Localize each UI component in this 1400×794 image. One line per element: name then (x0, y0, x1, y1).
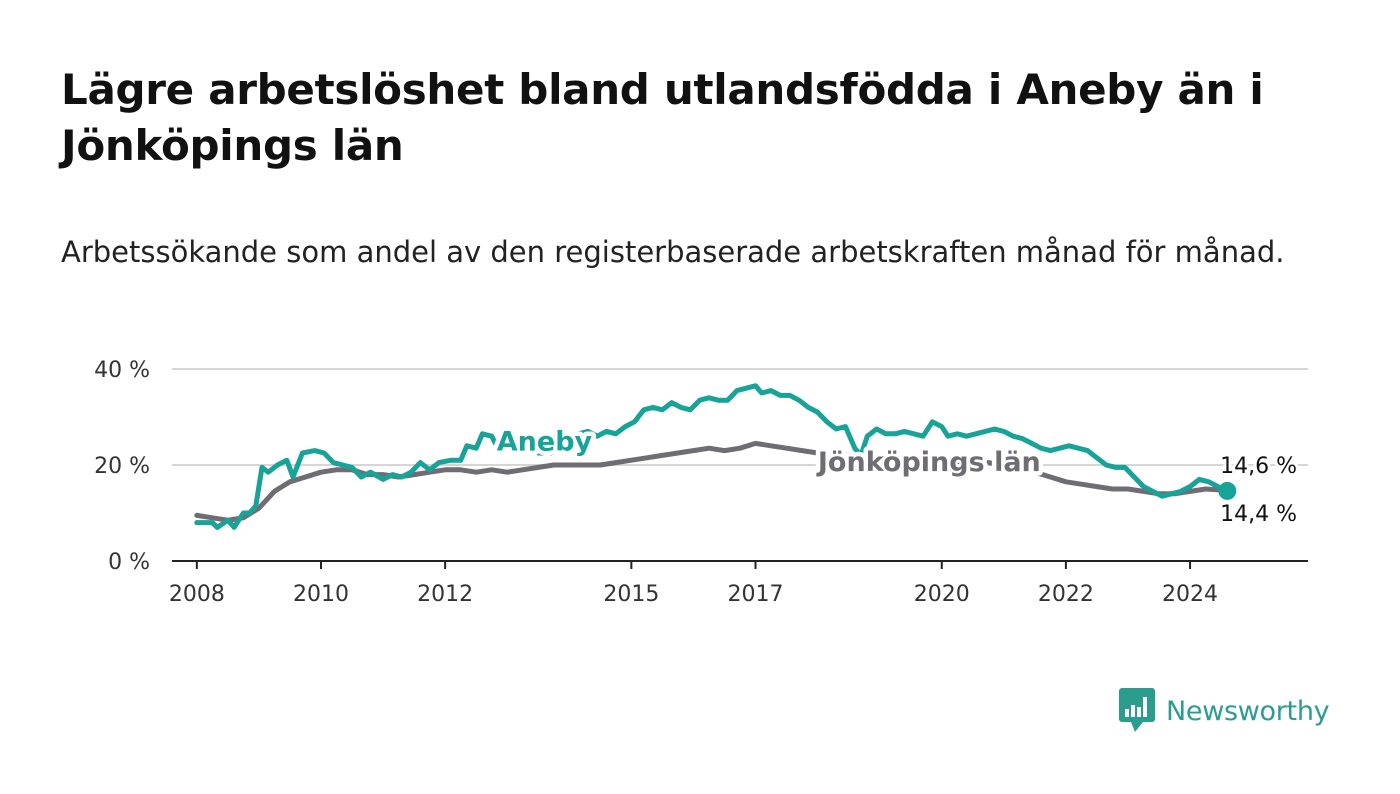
x-tick-label: 2017 (728, 582, 784, 607)
series-label-halo: Jönköpings län (816, 447, 1041, 478)
y-axis-ticks: 0 % 20 % 40 % (94, 358, 150, 575)
series-line-jonkopings-lan (194, 440, 1230, 523)
x-tick-label: 2024 (1162, 582, 1218, 607)
x-tick-label: 2012 (417, 582, 473, 607)
chart-title: Lägre arbetslöshet bland utlandsfödda i … (61, 65, 1264, 170)
series-label-halo: Aneby (497, 427, 593, 458)
brand-name: Newsworthy (1166, 695, 1330, 727)
x-tick-label: 2020 (914, 582, 970, 607)
x-axis-ticks: 2008 2010 2012 2015 2017 2020 2022 2024 (169, 560, 1308, 607)
end-label-halo: 14,4 % (1220, 502, 1297, 527)
x-tick-label: 2015 (603, 582, 659, 607)
x-tick-label: 2008 (169, 582, 225, 607)
series-label-aneby: Aneby (497, 427, 593, 458)
end-label-jonkopings-lan: 14,4 % (1220, 502, 1297, 527)
series-line-aneby (194, 383, 1230, 530)
end-label-halo: 14,6 % (1220, 454, 1297, 479)
end-marker-aneby (1218, 481, 1237, 500)
chart-subtitle: Arbetssökande som andel av den registerb… (61, 235, 1285, 269)
y-tick-label: 40 % (94, 358, 150, 383)
newsworthy-brand[interactable]: Newsworthy (1119, 688, 1330, 734)
series-label-jonkopings-lan: Jönköpings län (816, 447, 1041, 478)
x-tick-label: 2010 (293, 582, 349, 607)
y-tick-label: 0 % (108, 550, 150, 575)
series-lines (194, 383, 1230, 530)
newsworthy-logo-icon (1119, 688, 1155, 734)
x-tick-label: 2022 (1038, 582, 1094, 607)
end-label-aneby: 14,6 % (1220, 454, 1297, 479)
y-tick-label: 20 % (94, 454, 150, 479)
